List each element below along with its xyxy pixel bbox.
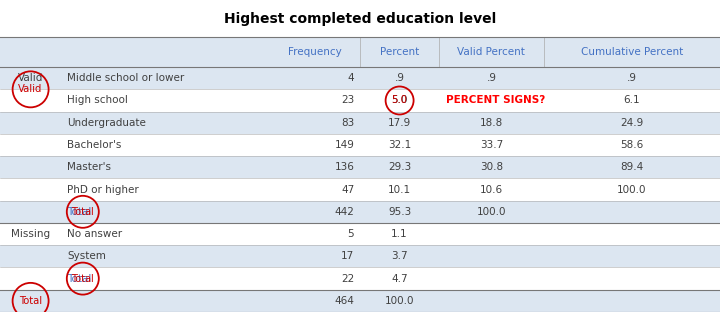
Text: No answer: No answer [67, 229, 122, 239]
Text: 3.7: 3.7 [391, 251, 408, 261]
Text: 95.3: 95.3 [388, 207, 411, 217]
Text: 18.8: 18.8 [480, 118, 503, 128]
Text: 23: 23 [341, 95, 354, 105]
Text: .9: .9 [395, 73, 405, 83]
Text: Valid: Valid [19, 84, 42, 94]
Bar [0, 37, 720, 67]
Text: 136: 136 [334, 162, 354, 172]
Text: 5: 5 [348, 229, 354, 239]
Text: 10.1: 10.1 [388, 184, 411, 195]
Text: 100.0: 100.0 [617, 184, 647, 195]
Bar [0, 201, 720, 223]
Text: System: System [67, 251, 106, 261]
Text: 6.1: 6.1 [624, 95, 640, 105]
Text: Missing: Missing [11, 229, 50, 239]
Text: Total: Total [71, 207, 94, 217]
Text: 47: 47 [341, 184, 354, 195]
Bar [0, 134, 720, 156]
Bar [0, 112, 720, 134]
Text: 17: 17 [341, 251, 354, 261]
Text: 33.7: 33.7 [480, 140, 503, 150]
Text: 58.6: 58.6 [620, 140, 644, 150]
Bar [0, 290, 720, 312]
Text: 10.6: 10.6 [480, 184, 503, 195]
Text: Middle school or lower: Middle school or lower [67, 73, 184, 83]
Text: Master's: Master's [67, 162, 111, 172]
Text: Cumulative Percent: Cumulative Percent [580, 47, 683, 57]
Bar [0, 156, 720, 178]
Text: 4: 4 [348, 73, 354, 83]
Text: Frequency: Frequency [288, 47, 342, 57]
Bar [0, 267, 720, 290]
Text: 24.9: 24.9 [620, 118, 644, 128]
Text: Valid: Valid [18, 73, 43, 83]
Text: 30.8: 30.8 [480, 162, 503, 172]
Text: .9: .9 [487, 73, 496, 83]
Text: 442: 442 [334, 207, 354, 217]
Text: PERCENT SIGNS?: PERCENT SIGNS? [446, 95, 546, 105]
Text: 83: 83 [341, 118, 354, 128]
Bar [0, 89, 720, 112]
Text: PhD or higher: PhD or higher [67, 184, 139, 195]
Text: Total: Total [19, 296, 42, 306]
Text: 89.4: 89.4 [620, 162, 644, 172]
Text: Percent: Percent [380, 47, 419, 57]
Text: Valid Percent: Valid Percent [457, 47, 526, 57]
Text: 5.0: 5.0 [392, 95, 408, 105]
Text: Total: Total [67, 274, 91, 284]
Text: High school: High school [67, 95, 128, 105]
Text: 1.1: 1.1 [391, 229, 408, 239]
Text: Highest completed education level: Highest completed education level [224, 12, 496, 26]
Text: Undergraduate: Undergraduate [67, 118, 146, 128]
Text: 5.0: 5.0 [392, 95, 408, 105]
Text: 100.0: 100.0 [385, 296, 414, 306]
Text: Total: Total [71, 274, 94, 284]
Text: 464: 464 [334, 296, 354, 306]
Text: 4.7: 4.7 [391, 274, 408, 284]
Bar [0, 67, 720, 89]
Text: 29.3: 29.3 [388, 162, 411, 172]
Bar [0, 178, 720, 201]
Text: 149: 149 [334, 140, 354, 150]
Text: .9: .9 [627, 73, 636, 83]
Text: 17.9: 17.9 [388, 118, 411, 128]
Text: Total: Total [67, 207, 91, 217]
Text: 32.1: 32.1 [388, 140, 411, 150]
Text: Bachelor's: Bachelor's [67, 140, 122, 150]
Text: 100.0: 100.0 [477, 207, 506, 217]
Bar [0, 223, 720, 245]
Bar [0, 245, 720, 267]
Text: 22: 22 [341, 274, 354, 284]
